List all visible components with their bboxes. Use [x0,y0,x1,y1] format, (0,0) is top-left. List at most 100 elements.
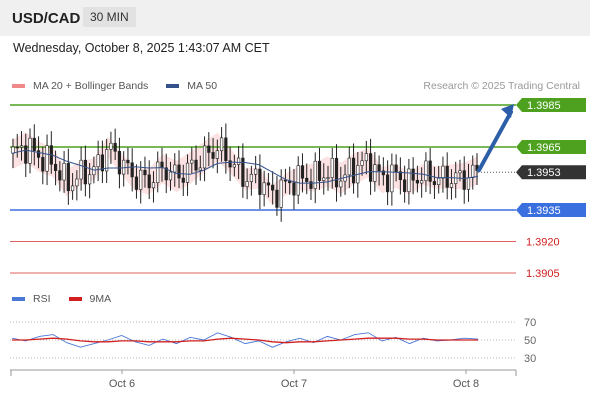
timeframe-button[interactable]: 30 MIN [83,7,136,27]
candle-body [258,168,262,195]
header-bar: USD/CAD 30 MIN [0,0,590,36]
rsi-ma-line [12,337,478,344]
candle-body [130,162,134,178]
candle-body [351,157,356,184]
candle-body [368,153,373,182]
candle-body [19,145,24,148]
candle-body [390,164,394,193]
ma50-legend-label: MA 50 [187,80,218,92]
candle-body [70,185,75,192]
candle-body [266,182,271,186]
x-tick-label: Oct 6 [109,378,135,390]
candle-body [53,163,58,171]
candle-body [173,164,177,173]
candle-body [207,145,211,153]
candle-body [168,171,173,181]
candle-body [326,177,330,179]
candle-body [198,167,202,171]
level-label-5: 1.3905 [526,268,560,280]
candle-body [347,157,351,176]
candle-body [441,165,445,179]
candle-body [386,174,390,193]
candle-body [224,137,228,161]
candle-body [139,169,143,190]
level-label-4: 1.3920 [526,237,560,249]
candle-body [373,164,377,182]
candle-body [156,161,160,183]
ma50-swatch [166,84,180,88]
candle-body [75,178,79,187]
candle-body [113,142,117,152]
rsi-ma-swatch [68,297,82,301]
candle-body [160,161,164,169]
candle-body [100,154,104,172]
candle-body [164,167,168,181]
candle-body [249,173,253,182]
candle-body [424,160,428,181]
rsi-tick-label: 70 [524,317,536,329]
ma20-swatch [12,84,25,88]
candle-body [36,150,41,158]
candle-body [411,168,415,181]
candle-body [202,145,207,169]
candle-body [381,170,385,176]
candle-body [279,179,283,208]
candle-body [360,160,364,166]
candle-body [143,169,147,176]
candle-body [334,157,339,188]
price-legend: MA 20 + Bollinger Bands MA 50 [12,80,235,92]
candle-body [432,181,437,186]
candle-body [292,182,296,196]
rsi-swatch [12,297,25,301]
candle-body [58,170,62,181]
x-tick-label: Oct 7 [281,378,307,390]
level-label-3: 1.3935 [527,205,561,217]
candle-body [471,164,475,179]
candle-body [437,177,441,186]
candle-body [462,170,466,190]
candle-body [92,166,96,176]
candle-body [313,160,317,189]
candle-body [215,150,219,159]
level-label-2: 1.3953 [527,167,561,179]
candle-body [300,165,305,179]
candle-body [237,157,241,165]
candle-body [403,179,407,192]
candle-body [458,170,462,174]
candle-body [245,181,249,187]
candle-body [66,163,70,192]
candle-body [24,145,28,164]
candle-body [79,159,83,180]
candle-body [194,159,198,171]
candle-body [322,177,326,181]
rsi-legend: RSI 9MA [12,293,129,305]
candle-body [232,164,236,168]
candle-body [445,165,449,188]
candle-body [339,180,343,188]
level-label-0: 1.3985 [527,100,561,112]
rsi-tick-label: 50 [524,335,536,347]
candle-body [415,179,420,184]
candle-body [96,154,100,168]
candle-body [275,189,279,208]
candle-body [466,177,471,190]
candle-body [15,146,19,149]
candle-body [185,162,190,183]
level-label-1: 1.3965 [527,142,561,154]
candle-body [271,184,275,191]
timestamp: Wednesday, October 8, 2025 1:43:07 AM CE… [13,41,270,55]
candle-body [420,180,424,184]
candle-body [305,177,309,182]
candle-body [330,157,334,178]
candle-body [288,180,292,184]
level-tag-3 [516,203,586,217]
ma20-legend-label: MA 20 + Bollinger Bands [33,80,149,92]
candle-body [117,151,122,175]
candle-body [317,160,322,181]
rsi-legend-label: RSI [33,293,51,305]
candle-body [364,153,368,162]
candle-body [398,171,402,181]
candle-body [262,182,266,195]
